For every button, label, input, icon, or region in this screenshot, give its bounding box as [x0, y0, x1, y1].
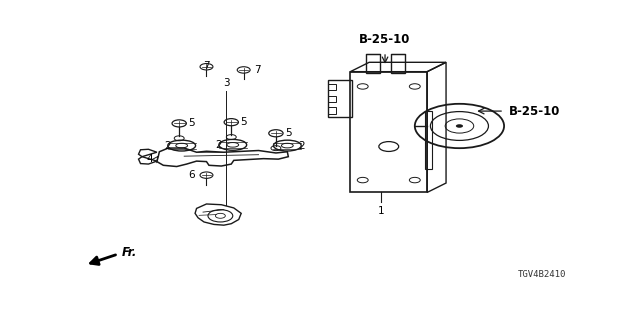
- Text: 5: 5: [285, 128, 291, 138]
- Text: B-25-10: B-25-10: [359, 33, 411, 46]
- Circle shape: [456, 124, 463, 128]
- Text: 2: 2: [298, 140, 305, 151]
- Text: 6: 6: [188, 170, 195, 180]
- Text: TGV4B2410: TGV4B2410: [518, 270, 566, 279]
- Text: 2: 2: [215, 140, 222, 150]
- Bar: [391, 54, 405, 73]
- Text: 5: 5: [188, 118, 195, 128]
- Bar: [425, 111, 432, 169]
- Text: 7: 7: [203, 61, 210, 71]
- Bar: [366, 54, 380, 73]
- Text: 2: 2: [164, 140, 171, 151]
- Text: B-25-10: B-25-10: [509, 105, 561, 117]
- Text: 4: 4: [147, 154, 154, 164]
- Text: Fr.: Fr.: [122, 246, 138, 259]
- Bar: [328, 80, 352, 117]
- Bar: [350, 72, 428, 192]
- Text: 7: 7: [255, 65, 261, 75]
- Bar: [328, 84, 336, 90]
- Bar: [328, 96, 336, 102]
- Bar: [328, 108, 336, 114]
- Text: 3: 3: [223, 78, 230, 88]
- Text: 1: 1: [378, 206, 385, 216]
- Text: 5: 5: [240, 117, 247, 127]
